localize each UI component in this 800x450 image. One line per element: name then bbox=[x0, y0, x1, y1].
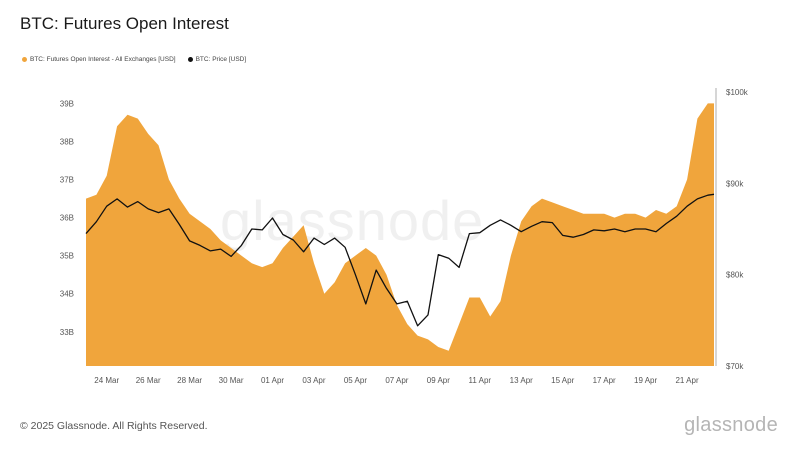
y-left-tick-label: 39B bbox=[60, 99, 74, 108]
x-tick-label: 13 Apr bbox=[510, 376, 533, 385]
legend-label-price: BTC: Price [USD] bbox=[195, 56, 247, 63]
x-tick-label: 19 Apr bbox=[634, 376, 657, 385]
glassnode-logo: glassnode bbox=[684, 414, 778, 436]
x-tick-label: 05 Apr bbox=[344, 376, 367, 385]
x-tick-label: 24 Mar bbox=[94, 376, 119, 385]
y-axis-left: 33B 34B 35B 36B 37B 38B 39B bbox=[60, 99, 74, 336]
legend-label-open-interest: BTC: Futures Open Interest - All Exchang… bbox=[30, 56, 176, 63]
y-right-tick-label: $100k bbox=[726, 88, 749, 97]
x-tick-label: 11 Apr bbox=[469, 376, 492, 385]
legend-item-open-interest[interactable]: BTC: Futures Open Interest - All Exchang… bbox=[22, 56, 176, 63]
open-interest-area bbox=[86, 103, 714, 367]
x-tick-label: 03 Apr bbox=[302, 376, 325, 385]
open-interest-area-layer bbox=[86, 103, 714, 367]
x-tick-label: 17 Apr bbox=[593, 376, 616, 385]
y-left-tick-label: 33B bbox=[60, 328, 74, 337]
x-tick-label: 15 Apr bbox=[551, 376, 574, 385]
y-left-tick-label: 38B bbox=[60, 137, 74, 146]
copyright-footer: © 2025 Glassnode. All Rights Reserved. bbox=[20, 420, 208, 432]
y-left-tick-label: 37B bbox=[60, 176, 74, 185]
legend: BTC: Futures Open Interest - All Exchang… bbox=[22, 56, 246, 63]
price-line bbox=[85, 193, 715, 327]
x-tick-label: 01 Apr bbox=[261, 376, 284, 385]
x-tick-label: 28 Mar bbox=[177, 376, 202, 385]
x-tick-label: 26 Mar bbox=[136, 376, 161, 385]
y-right-tick-label: $90k bbox=[726, 179, 744, 188]
y-left-tick-label: 35B bbox=[60, 252, 74, 261]
legend-swatch-open-interest bbox=[22, 57, 27, 62]
x-axis: 24 Mar 26 Mar 28 Mar 30 Mar 01 Apr 03 Apr 05 A… bbox=[94, 376, 699, 385]
y-left-tick-label: 34B bbox=[60, 290, 74, 299]
x-tick-label: 30 Mar bbox=[219, 376, 244, 385]
y-right-tick-label: $70k bbox=[726, 362, 744, 371]
y-right-tick-label: $80k bbox=[726, 271, 744, 280]
y-axis-right: $70k $80k $90k $100k bbox=[726, 88, 749, 371]
x-tick-label: 21 Apr bbox=[675, 376, 698, 385]
x-tick-label: 07 Apr bbox=[385, 376, 408, 385]
y-left-tick-label: 36B bbox=[60, 214, 74, 223]
legend-swatch-price bbox=[187, 57, 193, 62]
chart-title: BTC: Futures Open Interest bbox=[20, 14, 229, 33]
legend-item-price[interactable]: BTC: Price [USD] bbox=[187, 56, 247, 63]
price-line-layer bbox=[85, 193, 715, 327]
x-tick-label: 09 Apr bbox=[427, 376, 450, 385]
